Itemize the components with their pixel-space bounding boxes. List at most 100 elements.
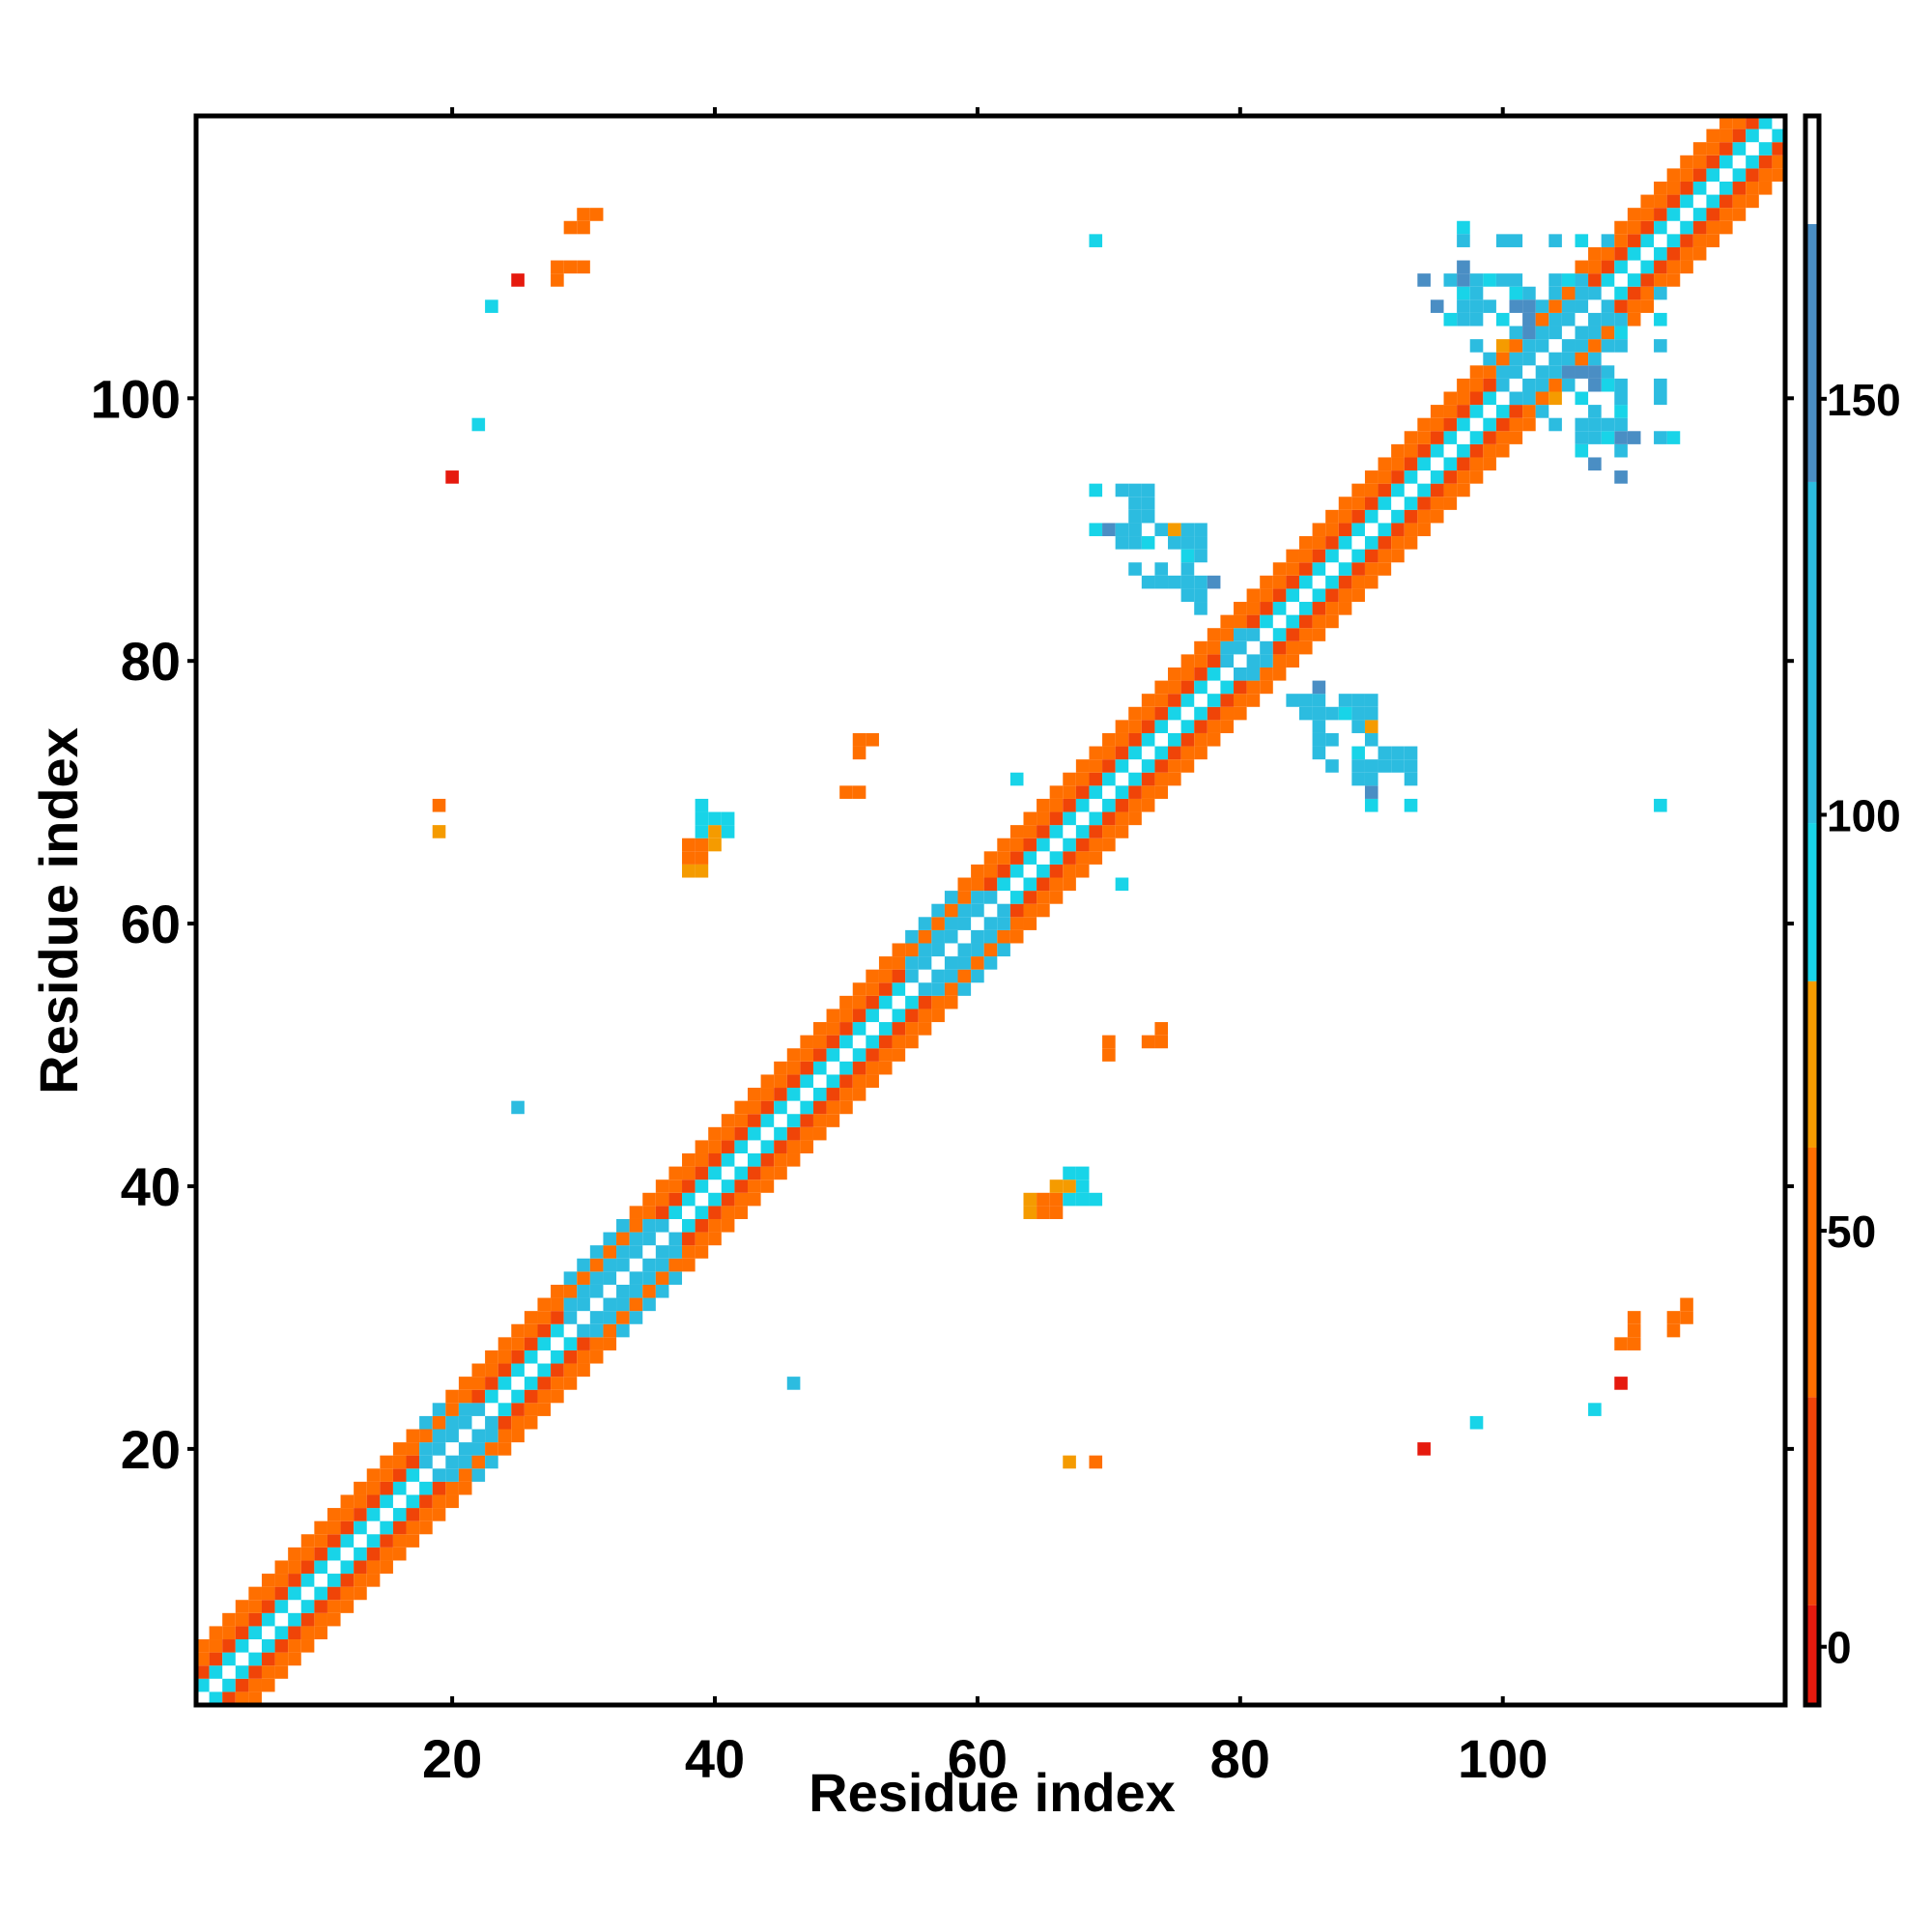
heatmap-cell bbox=[1666, 208, 1681, 221]
heatmap-cell bbox=[668, 1166, 683, 1180]
heatmap-cell bbox=[1404, 509, 1418, 524]
heatmap-cell bbox=[1325, 523, 1339, 537]
heatmap-cell bbox=[826, 1088, 840, 1101]
heatmap-cell bbox=[1654, 260, 1667, 274]
heatmap-cell bbox=[1115, 536, 1129, 550]
heatmap-cell bbox=[1115, 746, 1129, 760]
heatmap-cell bbox=[1495, 312, 1510, 327]
heatmap-cell bbox=[209, 1665, 223, 1679]
heatmap-cell bbox=[1588, 405, 1602, 418]
heatmap-cell bbox=[1089, 1192, 1103, 1207]
heatmap-cell bbox=[458, 1468, 472, 1482]
heatmap-cell bbox=[1561, 273, 1576, 287]
heatmap-cell bbox=[1364, 772, 1378, 786]
heatmap-cell bbox=[642, 1206, 656, 1219]
heatmap-cell bbox=[1469, 1415, 1484, 1430]
heatmap-cell bbox=[1535, 405, 1549, 418]
heatmap-cell bbox=[695, 864, 709, 878]
heatmap-cell bbox=[1128, 523, 1142, 537]
heatmap-cell bbox=[812, 1061, 827, 1075]
heatmap-cell bbox=[1758, 181, 1773, 195]
heatmap-cell bbox=[1654, 378, 1667, 392]
heatmap-cell bbox=[1246, 667, 1261, 681]
heatmap-cell bbox=[1654, 339, 1667, 353]
heatmap-cell bbox=[577, 1284, 590, 1298]
heatmap-cell bbox=[1023, 851, 1037, 865]
heatmap-cell bbox=[1561, 365, 1576, 379]
heatmap-cell bbox=[1312, 706, 1326, 721]
heatmap-cell bbox=[983, 943, 998, 957]
heatmap-cell bbox=[1364, 470, 1378, 484]
heatmap-cell bbox=[1075, 798, 1090, 812]
heatmap-cell bbox=[1601, 378, 1615, 392]
heatmap-cell bbox=[812, 1100, 827, 1115]
heatmap-cell bbox=[1430, 299, 1444, 313]
heatmap-cell bbox=[1404, 457, 1418, 471]
heatmap-cell bbox=[1509, 234, 1523, 247]
heatmap-cell bbox=[1719, 142, 1733, 156]
heatmap-cell bbox=[235, 1665, 249, 1679]
heatmap-cell bbox=[458, 1415, 472, 1430]
heatmap-cell bbox=[1469, 299, 1484, 313]
heatmap-cell bbox=[944, 903, 958, 918]
heatmap-cell bbox=[1430, 470, 1444, 484]
heatmap-cell bbox=[695, 798, 709, 812]
heatmap-cell bbox=[708, 1140, 722, 1154]
heatmap-cell bbox=[1469, 443, 1484, 458]
heatmap-cell bbox=[1680, 1311, 1693, 1324]
heatmap-cell bbox=[682, 1192, 696, 1207]
heatmap-cell bbox=[1719, 128, 1733, 143]
heatmap-cell bbox=[1180, 575, 1195, 589]
heatmap-cell bbox=[1469, 431, 1484, 444]
heatmap-cell bbox=[261, 1652, 275, 1666]
heatmap-cell bbox=[760, 1088, 775, 1101]
heatmap-cell bbox=[563, 1363, 578, 1378]
heatmap-cell bbox=[1207, 640, 1221, 655]
heatmap-cell bbox=[878, 982, 893, 996]
heatmap-cell bbox=[1457, 470, 1470, 484]
heatmap-cell bbox=[1312, 549, 1326, 563]
heatmap-cell bbox=[655, 1271, 669, 1285]
heatmap-cell bbox=[577, 1323, 590, 1338]
heatmap-cell bbox=[354, 1520, 367, 1535]
heatmap-cell bbox=[1141, 759, 1155, 773]
heatmap-cell bbox=[1457, 417, 1470, 432]
heatmap-cell bbox=[485, 1363, 498, 1378]
heatmap-cell bbox=[1430, 405, 1444, 418]
heatmap-cell bbox=[1457, 457, 1470, 471]
heatmap-cell bbox=[839, 1074, 853, 1089]
heatmap-cell bbox=[1325, 732, 1339, 747]
heatmap-cell bbox=[537, 1389, 552, 1404]
heatmap-cell bbox=[1141, 497, 1155, 510]
heatmap-cell bbox=[392, 1481, 407, 1495]
heatmap-cell bbox=[1732, 168, 1747, 182]
heatmap-cell bbox=[1154, 706, 1169, 721]
heatmap-cell bbox=[931, 917, 945, 930]
heatmap-cell bbox=[1706, 142, 1720, 156]
heatmap-cell bbox=[682, 1258, 696, 1272]
heatmap-cell bbox=[983, 929, 998, 944]
heatmap-cell bbox=[1260, 614, 1273, 629]
heatmap-cell bbox=[1495, 339, 1510, 353]
heatmap-cell bbox=[248, 1626, 262, 1640]
heatmap-cell bbox=[1509, 299, 1523, 313]
heatmap-cell bbox=[1404, 443, 1418, 458]
heatmap-cell bbox=[1614, 1337, 1628, 1350]
heatmap-cell bbox=[1260, 640, 1273, 655]
heatmap-cell bbox=[1719, 220, 1733, 235]
heatmap-cell bbox=[1154, 1035, 1169, 1049]
heatmap-cell bbox=[1286, 549, 1299, 563]
heatmap-cell bbox=[235, 1626, 249, 1640]
y-axis: 20 40 60 80 100 bbox=[91, 368, 1794, 1480]
heatmap-cell bbox=[1220, 706, 1235, 721]
heatmap-cell bbox=[1260, 680, 1273, 695]
heatmap-cell bbox=[1680, 1297, 1693, 1312]
heatmap-cell bbox=[1220, 680, 1235, 695]
heatmap-cell bbox=[261, 1639, 275, 1653]
heatmap-cell bbox=[1115, 732, 1129, 747]
heatmap-cell bbox=[445, 1415, 459, 1430]
heatmap-cell bbox=[432, 1442, 446, 1456]
heatmap-cell bbox=[616, 1258, 630, 1272]
heatmap-cell bbox=[563, 1311, 578, 1324]
heatmap-cell bbox=[1509, 273, 1523, 287]
